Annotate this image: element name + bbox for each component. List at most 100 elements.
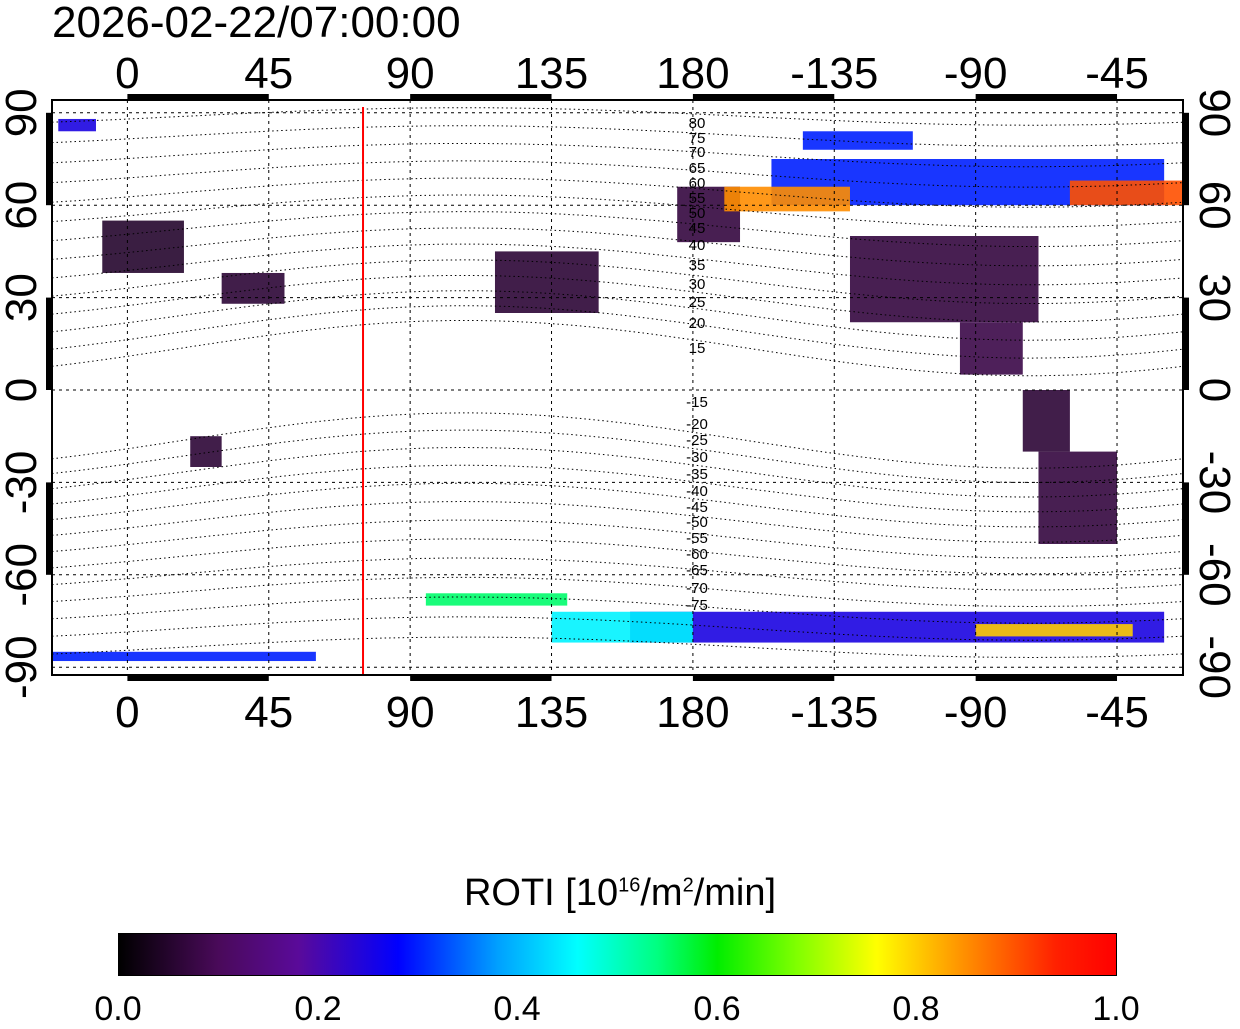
magnetic-latitude-contour	[51, 500, 1183, 543]
roti-patch	[849, 236, 1039, 323]
colorbar-tick-label: 0.2	[294, 990, 342, 1028]
mlat-label: -65	[686, 562, 708, 579]
y-tick-label-right: 30	[1190, 273, 1239, 322]
y-tick-label-left: -90	[0, 635, 46, 699]
mlat-label: 30	[689, 276, 706, 293]
roti-patch	[425, 593, 568, 606]
magnetic-latitude-contour	[51, 243, 1183, 286]
mlat-label: 35	[689, 257, 706, 274]
x-tick-label-top: 180	[656, 49, 729, 98]
mlat-label: -70	[686, 580, 708, 597]
x-tick-label-top: -135	[790, 49, 878, 98]
magnetic-latitude-contour	[51, 446, 1183, 498]
roti-patch	[221, 272, 285, 304]
mlat-label: -45	[686, 499, 708, 516]
colorbar-title: ROTI [1016/m2/min]	[0, 872, 1240, 915]
x-tick-label-bottom: 135	[515, 688, 588, 737]
x-tick-label-top: 90	[386, 49, 435, 98]
magnetic-latitude-contour	[51, 227, 1183, 267]
x-tick-label-top: 0	[115, 49, 139, 98]
x-tick-label-bottom: -135	[790, 688, 878, 737]
mlat-label: 70	[689, 144, 706, 161]
colorbar	[118, 933, 1117, 976]
plot-title: 2026-02-22/07:00:00	[52, 0, 461, 47]
magnetic-latitude-contour	[51, 482, 1183, 528]
mlat-label: 15	[689, 340, 706, 357]
roti-patch	[802, 131, 913, 150]
magnetic-latitude-contour	[51, 275, 1183, 323]
frame-bar	[46, 482, 52, 575]
x-tick-label-top: -45	[1085, 49, 1149, 98]
frame-bar	[1183, 112, 1189, 206]
frame-bar	[1183, 482, 1189, 575]
magnetic-latitude-contour	[51, 429, 1183, 484]
magnetic-latitude-contour	[51, 107, 1183, 126]
mlat-label: 25	[689, 294, 706, 311]
roti-patch	[1069, 180, 1183, 206]
colorbar-tick-label: 0.8	[892, 990, 940, 1028]
y-tick-label-left: -60	[0, 543, 46, 607]
x-tick-label-top: 45	[244, 49, 293, 98]
y-tick-label-right: -90	[1190, 635, 1239, 699]
frame-bar	[975, 675, 1118, 681]
y-tick-label-right: 0	[1190, 378, 1239, 402]
mlat-label: 75	[689, 130, 706, 147]
y-tick-label-left: 0	[0, 378, 46, 402]
mlat-label: -20	[686, 416, 708, 433]
x-tick-label-bottom: -45	[1085, 688, 1149, 737]
roti-patch	[975, 624, 1133, 637]
frame-bar	[1183, 297, 1189, 390]
mlat-label: -55	[686, 530, 708, 547]
roti-patch	[959, 322, 1023, 375]
x-tick-label-top: -90	[944, 49, 1008, 98]
roti-patch	[1038, 451, 1118, 544]
colorbar-tick-label: 1.0	[1092, 990, 1140, 1028]
magnetic-latitude-contour	[51, 290, 1183, 341]
magnetic-latitude-contour	[51, 320, 1183, 377]
mlat-label: -35	[686, 466, 708, 483]
mlat-label: -30	[686, 449, 708, 466]
mlat-label: -50	[686, 514, 708, 531]
colorbar-label-mid: /m	[640, 872, 683, 914]
roti-patch	[58, 118, 96, 132]
mlat-label: 45	[689, 220, 706, 237]
colorbar-label: ROTI [10	[463, 872, 619, 914]
magnetic-latitude-contour	[51, 125, 1183, 147]
y-tick-label-right: 90	[1190, 88, 1239, 137]
mlat-label: -15	[686, 394, 708, 411]
y-tick-label-left: 60	[0, 181, 46, 230]
magnetic-latitude-contour	[51, 464, 1183, 513]
x-tick-label-bottom: 0	[115, 688, 139, 737]
colorbar-label-exp2: 2	[682, 874, 694, 897]
magnetic-latitude-contour	[51, 211, 1183, 247]
frame-bar	[127, 675, 269, 681]
frame-bar	[127, 94, 269, 100]
y-tick-label-left: 30	[0, 273, 46, 322]
frame-bar	[692, 675, 835, 681]
x-tick-label-bottom: 45	[244, 688, 293, 737]
magnetic-latitude-contour	[51, 305, 1183, 359]
y-tick-label-right: 60	[1190, 181, 1239, 230]
x-tick-label-bottom: 180	[656, 688, 729, 737]
roti-patch	[52, 651, 316, 662]
roti-patch	[724, 186, 850, 212]
y-tick-label-right: -60	[1190, 543, 1239, 607]
roti-patch	[190, 436, 222, 467]
magnetic-latitude-contour	[51, 519, 1183, 559]
y-tick-label-right: -30	[1190, 451, 1239, 515]
y-tick-label-left: 90	[0, 88, 46, 137]
roti-map: 8075706560555045403530252015-15-20-25-30…	[0, 49, 1239, 737]
colorbar-label-end: /min]	[693, 872, 777, 914]
mlat-label: -25	[686, 432, 708, 449]
magnetic-latitude-contour	[51, 538, 1183, 575]
mlat-label: -40	[686, 483, 708, 500]
frame-bar	[46, 297, 52, 390]
mlat-label: -75	[686, 597, 708, 614]
magnetic-latitude-contour	[51, 259, 1183, 304]
x-tick-label-bottom: -90	[944, 688, 1008, 737]
colorbar-tick-label: 0.0	[94, 990, 142, 1028]
x-tick-label-bottom: 90	[386, 688, 435, 737]
colorbar-tick-label: 0.4	[493, 990, 541, 1028]
mlat-label: -60	[686, 546, 708, 563]
frame-bar	[410, 675, 552, 681]
